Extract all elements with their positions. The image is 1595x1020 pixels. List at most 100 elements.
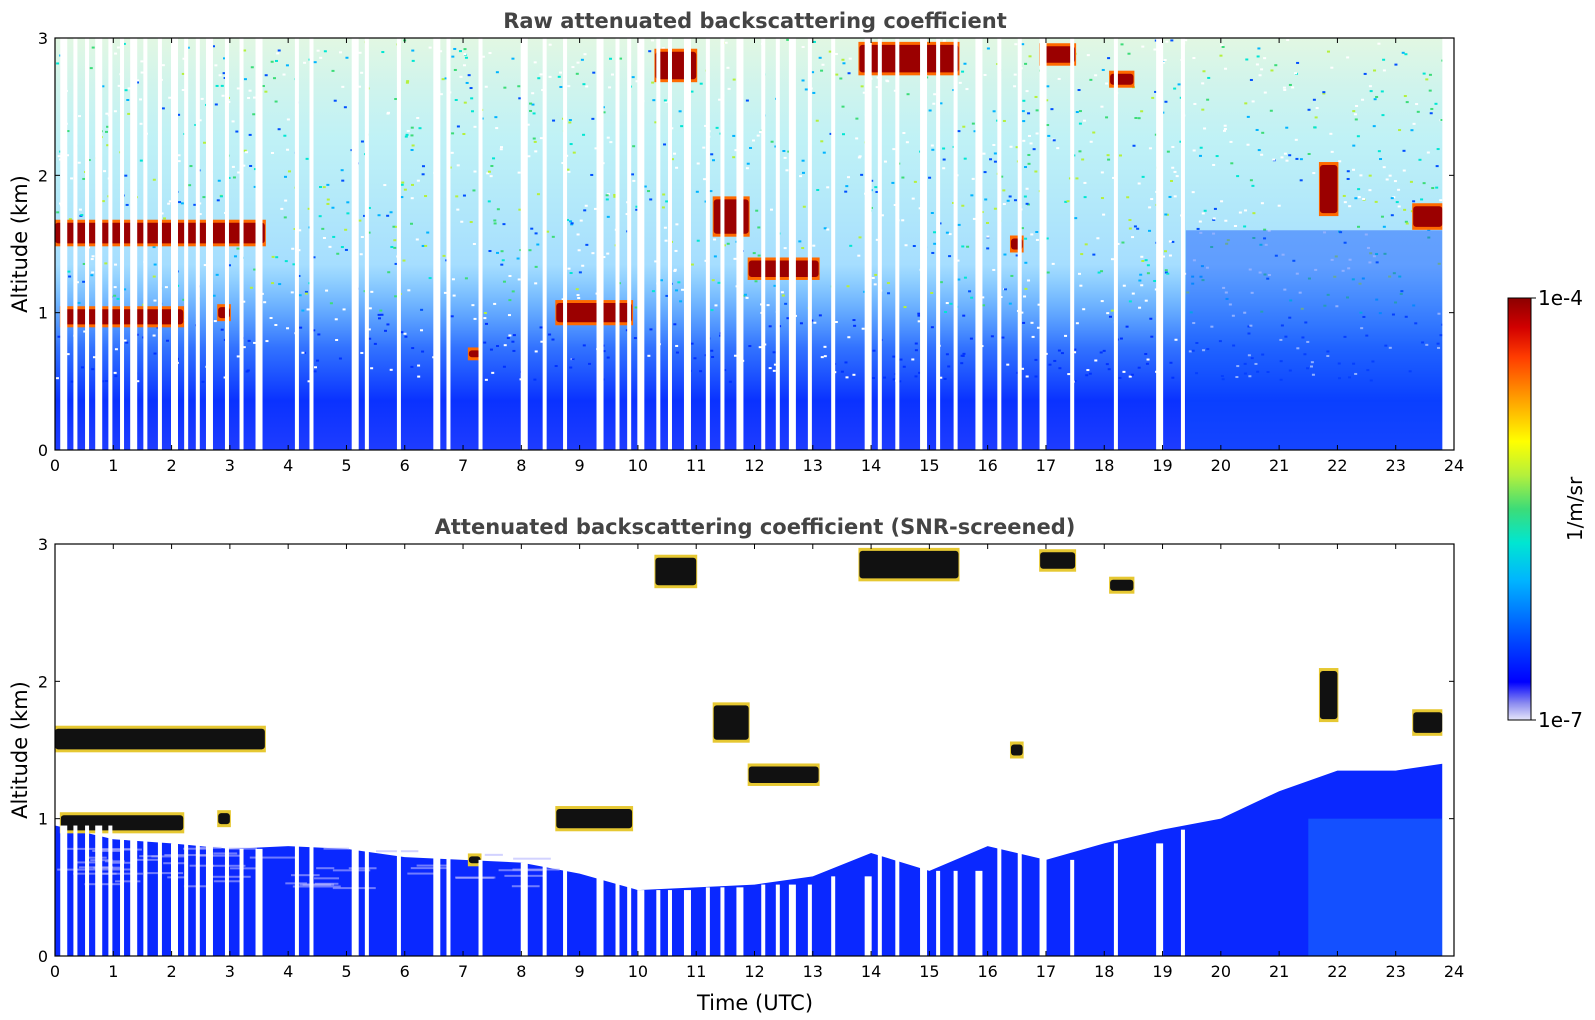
noise-speck bbox=[782, 150, 786, 153]
noise-speck bbox=[1198, 154, 1202, 157]
noise-speck bbox=[1100, 300, 1104, 303]
aerosol-streak bbox=[93, 866, 123, 869]
noise-speck bbox=[768, 325, 772, 328]
aerosol-streak bbox=[226, 847, 257, 850]
noise-speck bbox=[1388, 275, 1392, 278]
noise-speck bbox=[1051, 262, 1055, 265]
noise-speck bbox=[1296, 61, 1300, 64]
noise-speck bbox=[1150, 198, 1154, 201]
noise-speck bbox=[123, 339, 127, 342]
noise-speck bbox=[1346, 177, 1350, 180]
noise-speck bbox=[1286, 38, 1290, 41]
noise-speck bbox=[1249, 78, 1253, 81]
noise-speck bbox=[1060, 352, 1064, 355]
noise-speck bbox=[592, 71, 596, 74]
noise-speck bbox=[1022, 120, 1026, 123]
noise-speck bbox=[282, 73, 286, 76]
noise-speck bbox=[1375, 253, 1379, 256]
noise-speck bbox=[1244, 102, 1248, 105]
noise-speck bbox=[139, 159, 143, 162]
aerosol-streak bbox=[115, 880, 141, 883]
noise-speck bbox=[277, 128, 281, 131]
y-tick-label: 1 bbox=[38, 810, 48, 829]
data-gap bbox=[95, 825, 103, 956]
noise-speck bbox=[82, 177, 86, 180]
noise-speck bbox=[122, 42, 126, 45]
noise-speck bbox=[1141, 45, 1145, 48]
noise-speck bbox=[582, 344, 586, 347]
noise-speck bbox=[874, 186, 878, 189]
noise-speck bbox=[710, 349, 714, 352]
x-tick-label: 24 bbox=[1444, 962, 1464, 981]
noise-speck bbox=[958, 81, 962, 84]
noise-speck bbox=[1192, 149, 1196, 152]
top-noise-field bbox=[55, 38, 1454, 450]
noise-speck bbox=[114, 375, 118, 378]
noise-speck bbox=[1074, 217, 1078, 220]
aerosol-streak bbox=[198, 854, 242, 857]
noise-speck bbox=[297, 274, 301, 277]
noise-speck bbox=[593, 207, 597, 210]
noise-speck bbox=[643, 185, 647, 188]
noise-speck bbox=[1149, 317, 1153, 320]
noise-speck bbox=[1363, 72, 1367, 75]
noise-speck bbox=[274, 59, 278, 62]
noise-speck bbox=[1183, 272, 1187, 275]
noise-speck bbox=[559, 71, 563, 74]
noise-speck bbox=[1248, 268, 1252, 271]
noise-speck bbox=[215, 84, 219, 87]
noise-speck bbox=[892, 378, 896, 381]
x-tick-label: 17 bbox=[1036, 962, 1056, 981]
data-gap bbox=[1070, 859, 1075, 956]
noise-speck bbox=[203, 264, 207, 267]
noise-speck bbox=[880, 214, 884, 217]
data-gap bbox=[615, 873, 620, 956]
noise-speck bbox=[534, 265, 538, 268]
noise-speck bbox=[360, 71, 364, 74]
noise-speck bbox=[318, 215, 322, 218]
cloud-layer bbox=[468, 856, 481, 864]
noise-speck bbox=[465, 81, 469, 84]
noise-speck bbox=[1027, 134, 1031, 137]
noise-speck bbox=[233, 255, 237, 258]
noise-speck bbox=[983, 73, 987, 76]
noise-speck bbox=[390, 245, 394, 248]
noise-speck bbox=[1285, 159, 1289, 162]
aerosol-streak bbox=[104, 860, 125, 863]
noise-speck bbox=[123, 288, 127, 291]
noise-speck bbox=[401, 181, 405, 184]
noise-speck bbox=[77, 301, 81, 304]
noise-speck bbox=[243, 78, 247, 81]
noise-speck bbox=[1390, 197, 1394, 200]
noise-speck bbox=[1122, 284, 1126, 287]
noise-speck bbox=[394, 295, 398, 298]
noise-speck bbox=[322, 186, 326, 189]
noise-speck bbox=[855, 117, 859, 120]
x-tick-label: 24 bbox=[1444, 456, 1464, 475]
noise-speck bbox=[829, 132, 833, 135]
data-gap bbox=[351, 848, 359, 956]
noise-speck bbox=[1220, 375, 1224, 378]
noise-speck bbox=[857, 254, 861, 257]
noise-speck bbox=[481, 55, 485, 58]
noise-speck bbox=[303, 61, 307, 64]
noise-speck bbox=[1238, 211, 1242, 214]
noise-speck bbox=[1206, 348, 1210, 351]
data-gap bbox=[936, 38, 941, 450]
noise-speck bbox=[1168, 240, 1172, 243]
noise-speck bbox=[957, 223, 961, 226]
noise-speck bbox=[1171, 376, 1175, 379]
noise-speck bbox=[1224, 291, 1228, 294]
noise-speck bbox=[1212, 232, 1216, 235]
noise-speck bbox=[91, 368, 95, 371]
noise-speck bbox=[1195, 341, 1199, 344]
noise-speck bbox=[606, 215, 610, 218]
noise-speck bbox=[1260, 310, 1264, 313]
noise-speck bbox=[177, 113, 181, 116]
noise-speck bbox=[732, 156, 736, 159]
noise-speck bbox=[933, 93, 937, 96]
noise-speck bbox=[1427, 236, 1431, 239]
noise-speck bbox=[125, 203, 129, 206]
noise-speck bbox=[166, 339, 170, 342]
